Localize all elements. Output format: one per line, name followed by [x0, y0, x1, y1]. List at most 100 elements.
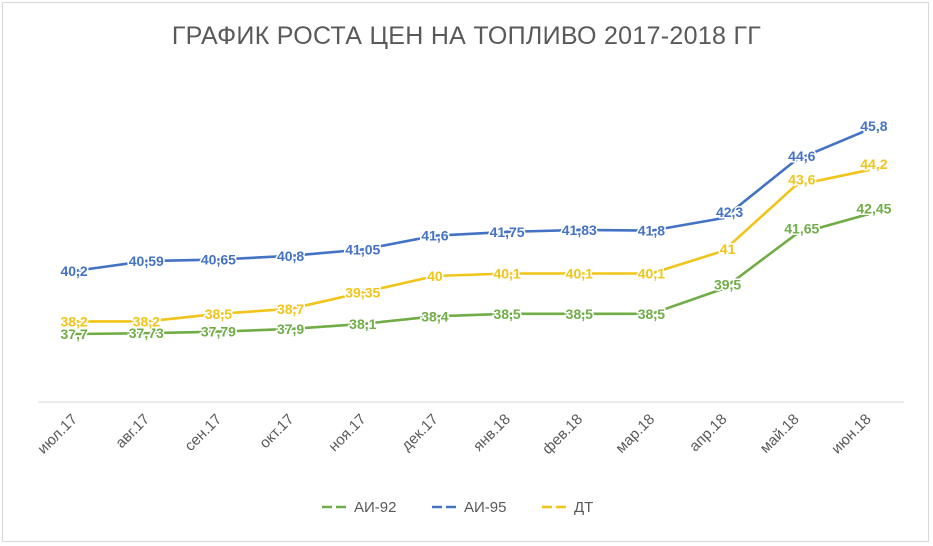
data-point — [577, 228, 581, 232]
data-label: 38,5 — [493, 306, 520, 322]
legend-label: ДТ — [574, 499, 593, 516]
series-line-3 — [72, 168, 870, 323]
x-tick-label: янв.18 — [470, 411, 514, 455]
data-point — [216, 258, 220, 262]
data-label: 41,6 — [421, 228, 448, 244]
data-point — [649, 312, 653, 316]
data-label: 38,5 — [566, 306, 593, 322]
x-tick-label: дек.17 — [398, 411, 441, 454]
data-point — [289, 307, 293, 311]
x-tick-label: ноя.17 — [325, 411, 369, 455]
data-label: 37,7 — [60, 326, 87, 342]
data-label: 45,8 — [860, 118, 887, 134]
data-label: 43,6 — [788, 171, 815, 187]
legend-label: АИ-95 — [464, 499, 506, 516]
x-tick-label: июн.18 — [828, 411, 875, 458]
data-label: 37,73 — [129, 325, 164, 341]
data-label: 37,79 — [201, 324, 236, 340]
x-tick-label: фев.18 — [539, 411, 586, 458]
series-line-1 — [72, 213, 870, 336]
data-label: 40,1 — [493, 266, 520, 282]
data-label: 40,59 — [129, 253, 164, 269]
data-label: 41,83 — [562, 222, 597, 238]
data-point — [505, 272, 509, 275]
x-tick-label: авг.17 — [112, 411, 153, 452]
data-point — [144, 319, 148, 323]
legend-item: АИ-92 — [322, 499, 396, 516]
data-label: 38,2 — [60, 313, 87, 329]
data-label: 41,75 — [490, 224, 525, 240]
data-point — [433, 274, 437, 278]
data-label: 40,8 — [277, 248, 304, 264]
series-layer — [72, 128, 870, 336]
data-label: 38,5 — [205, 306, 232, 322]
data-label: 38,2 — [133, 313, 160, 329]
data-point — [72, 319, 76, 323]
data-point — [722, 287, 726, 291]
data-point — [866, 168, 870, 172]
data-label: 41 — [720, 241, 736, 257]
x-tick-label: мар.18 — [612, 411, 658, 457]
series-line-2 — [72, 128, 870, 273]
data-point — [866, 212, 870, 216]
data-point — [289, 254, 293, 258]
data-point — [289, 327, 293, 331]
data-point — [361, 322, 365, 326]
data-label: 40 — [427, 268, 443, 284]
data-label: 37,9 — [277, 321, 304, 337]
data-label: 44,6 — [788, 148, 815, 164]
data-label: 42,3 — [716, 204, 743, 220]
data-point — [577, 312, 581, 316]
data-label: 38,4 — [421, 308, 448, 324]
data-label: 40,65 — [201, 252, 236, 268]
data-point — [72, 332, 76, 336]
chart-title: ГРАФИК РОСТА ЦЕН НА ТОПЛИВО 2017-2018 ГГ — [171, 22, 762, 50]
data-point — [144, 259, 148, 263]
legend-item: ДТ — [542, 499, 593, 516]
x-tick-label: май.18 — [757, 411, 803, 457]
data-point — [794, 158, 798, 162]
data-label: 42,45 — [856, 200, 891, 216]
data-point — [794, 183, 798, 187]
data-point — [505, 230, 509, 234]
data-point — [361, 290, 365, 294]
x-tick-layer: июл.17 авг.17 сен.17 окт.17 ноя.17 дек.17 янв.… — [34, 411, 874, 458]
data-label: 44,2 — [860, 156, 887, 172]
data-label: 41,65 — [784, 220, 819, 236]
legend-label: АИ-92 — [354, 499, 396, 516]
data-label: 40,1 — [566, 266, 593, 282]
data-point — [722, 216, 726, 220]
data-point — [649, 229, 653, 233]
x-tick-label: апр.18 — [686, 411, 730, 455]
data-point — [722, 249, 726, 253]
data-label-layer: 37,7 37,73 37,79 37,9 38,1 38,4 38,5 38,5 38,5 39… — [59, 116, 893, 343]
data-label: 38,5 — [638, 306, 665, 322]
data-label: 39,35 — [345, 284, 380, 300]
data-point — [505, 312, 509, 316]
x-tick-label: окт.17 — [256, 411, 297, 452]
data-label: 41,8 — [638, 223, 665, 239]
data-label: 40,2 — [60, 263, 87, 279]
data-point — [216, 330, 220, 334]
data-point — [577, 272, 581, 275]
data-point — [216, 312, 220, 316]
legend: АИ-92 АИ-95 ДТ — [322, 499, 593, 516]
data-point — [433, 314, 437, 318]
data-label: 39,5 — [714, 277, 741, 293]
data-point — [144, 331, 148, 335]
data-label: 40,1 — [638, 266, 665, 282]
data-point — [361, 248, 365, 251]
data-point — [649, 272, 653, 275]
x-tick-label: сен.17 — [181, 411, 225, 455]
legend-item: АИ-95 — [432, 499, 506, 516]
data-label: 38,1 — [349, 316, 376, 332]
data-point — [866, 128, 870, 132]
x-tick-label: июл.17 — [34, 411, 81, 458]
data-point — [72, 269, 76, 273]
data-label: 41,05 — [345, 242, 380, 258]
data-point — [794, 232, 798, 236]
data-label: 38,7 — [277, 301, 304, 317]
data-point — [433, 234, 437, 238]
